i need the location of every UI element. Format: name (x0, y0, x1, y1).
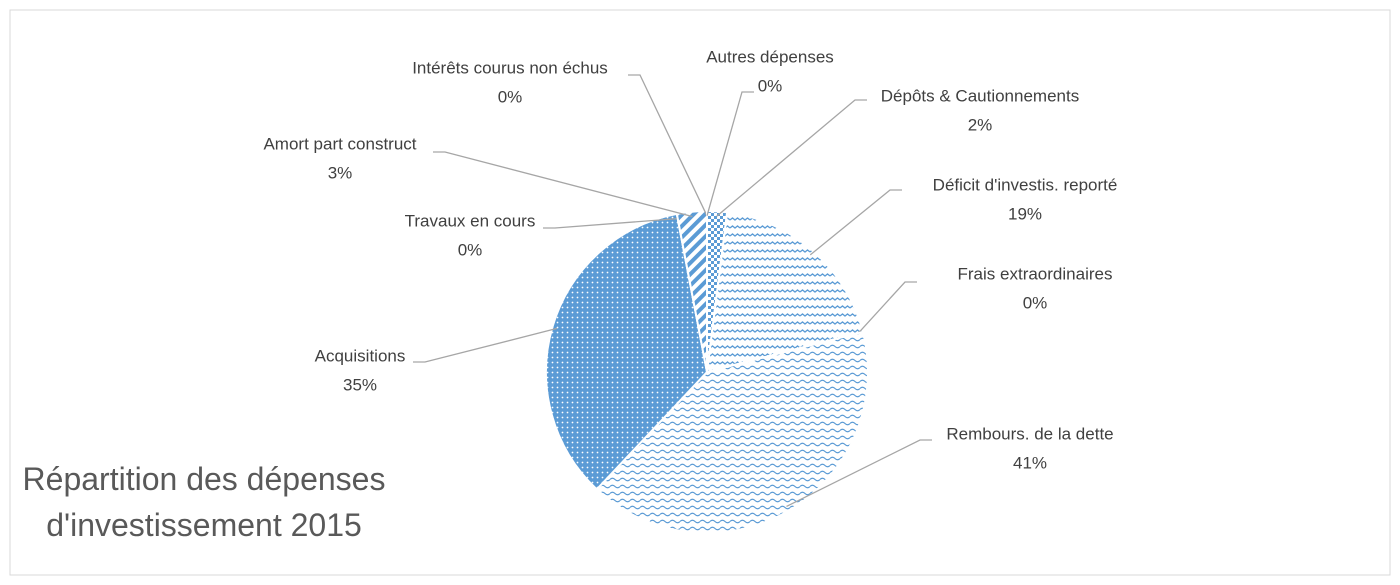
slice-value-label: 0% (1023, 293, 1048, 312)
leader-line (433, 151, 693, 218)
pie-slice (595, 330, 869, 534)
slice-value-label: 41% (1013, 453, 1047, 472)
leader-line (786, 439, 932, 508)
slice-label: Acquisitions (315, 346, 406, 365)
slice-value-label: 0% (498, 87, 523, 106)
slice-label: Rembours. de la dette (946, 424, 1113, 443)
pie-slice (705, 211, 865, 374)
slice-label: Travaux en cours (405, 211, 536, 230)
pie-slice (545, 212, 709, 491)
slice-label: Frais extraordinaires (958, 264, 1113, 283)
slice-value-label: 19% (1008, 204, 1042, 223)
chart-frame (9, 9, 1391, 576)
leader-line (716, 99, 867, 217)
slice-value-label: 3% (328, 163, 353, 182)
slice-label: Amort part construct (263, 134, 416, 153)
slice-label: Déficit d'investis. reporté (933, 175, 1118, 194)
leader-line (857, 281, 917, 334)
slice-value-label: 35% (343, 375, 377, 394)
leader-line (543, 217, 678, 229)
leader-line (706, 91, 754, 217)
leader-line (809, 189, 902, 256)
slice-value-label: 2% (968, 115, 993, 134)
slice-value-label: 0% (758, 76, 783, 95)
chart-title: Répartition des dépenses d'investissemen… (22, 461, 386, 543)
leader-line (628, 74, 708, 217)
slice-value-label: 0% (458, 240, 483, 259)
slice-label: Intérêts courus non échus (412, 58, 608, 77)
leader-line (413, 327, 558, 363)
slice-label: Autres dépenses (706, 47, 834, 66)
slice-label: Dépôts & Cautionnements (881, 86, 1079, 105)
